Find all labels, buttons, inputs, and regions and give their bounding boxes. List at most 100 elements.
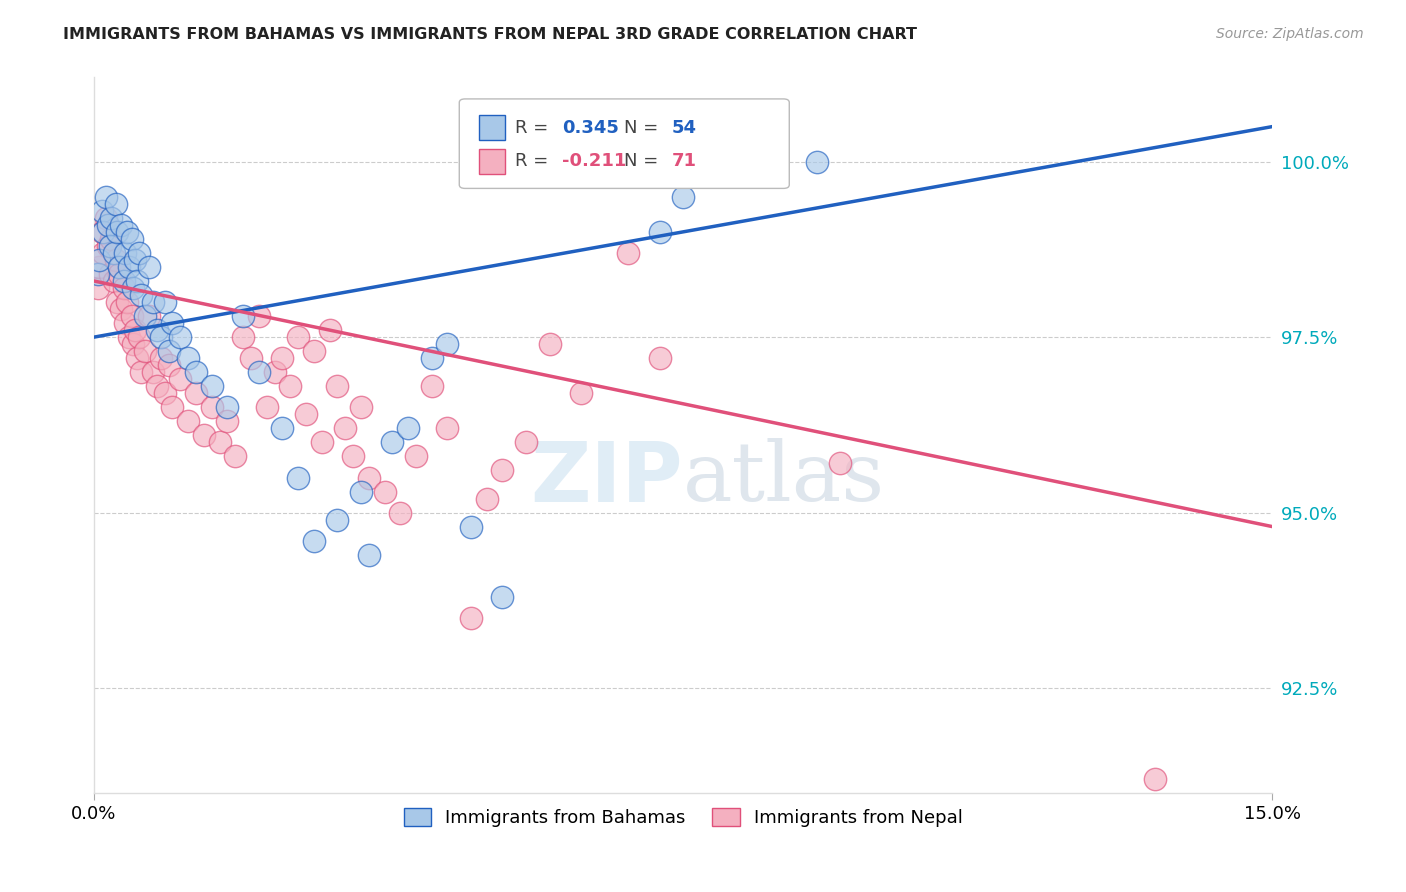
Point	[436, 337, 458, 351]
Point	[157, 344, 180, 359]
Point	[357, 548, 380, 562]
Point	[112, 281, 135, 295]
Point	[335, 421, 357, 435]
Point	[149, 351, 172, 366]
Point	[169, 330, 191, 344]
Point	[122, 337, 145, 351]
Point	[256, 401, 278, 415]
Point	[118, 330, 141, 344]
Point	[247, 365, 270, 379]
Point	[98, 239, 121, 253]
Point	[108, 267, 131, 281]
Point	[104, 252, 127, 267]
Point	[475, 491, 498, 506]
Point	[193, 428, 215, 442]
Point	[271, 421, 294, 435]
Point	[806, 154, 828, 169]
Point	[121, 232, 143, 246]
Point	[271, 351, 294, 366]
Point	[122, 281, 145, 295]
Point	[100, 211, 122, 225]
Point	[460, 611, 482, 625]
Legend: Immigrants from Bahamas, Immigrants from Nepal: Immigrants from Bahamas, Immigrants from…	[396, 801, 970, 834]
Point	[350, 401, 373, 415]
Point	[118, 260, 141, 274]
Point	[97, 218, 120, 232]
Point	[129, 288, 152, 302]
Point	[127, 351, 149, 366]
Point	[177, 351, 200, 366]
Point	[169, 372, 191, 386]
Point	[342, 450, 364, 464]
Point	[90, 225, 112, 239]
Point	[538, 337, 561, 351]
Point	[381, 435, 404, 450]
Point	[208, 435, 231, 450]
Point	[138, 309, 160, 323]
Point	[107, 225, 129, 239]
Point	[103, 246, 125, 260]
Point	[110, 301, 132, 316]
Text: 54: 54	[672, 119, 696, 136]
Point	[90, 203, 112, 218]
Point	[104, 196, 127, 211]
Point	[146, 323, 169, 337]
Point	[129, 365, 152, 379]
Point	[232, 309, 254, 323]
Point	[263, 365, 285, 379]
Point	[648, 225, 671, 239]
Point	[177, 414, 200, 428]
Point	[672, 190, 695, 204]
Point	[153, 386, 176, 401]
Point	[128, 330, 150, 344]
Point	[420, 351, 443, 366]
Point	[201, 401, 224, 415]
Point	[311, 435, 333, 450]
Point	[124, 252, 146, 267]
Point	[97, 239, 120, 253]
FancyBboxPatch shape	[460, 99, 789, 188]
Point	[326, 513, 349, 527]
Point	[420, 379, 443, 393]
Point	[107, 295, 129, 310]
Text: atlas: atlas	[683, 438, 886, 518]
Point	[94, 211, 117, 225]
Point	[1143, 772, 1166, 787]
Point	[114, 246, 136, 260]
Point	[93, 225, 115, 239]
Point	[149, 330, 172, 344]
Point	[162, 316, 184, 330]
Point	[142, 365, 165, 379]
Text: ZIP: ZIP	[530, 438, 683, 519]
Point	[287, 470, 309, 484]
Point	[115, 225, 138, 239]
Point	[100, 232, 122, 246]
Point	[94, 190, 117, 204]
Point	[569, 386, 592, 401]
Text: IMMIGRANTS FROM BAHAMAS VS IMMIGRANTS FROM NEPAL 3RD GRADE CORRELATION CHART: IMMIGRANTS FROM BAHAMAS VS IMMIGRANTS FR…	[63, 27, 917, 42]
Point	[128, 246, 150, 260]
Point	[217, 401, 239, 415]
Point	[491, 590, 513, 604]
Point	[295, 408, 318, 422]
Point	[108, 260, 131, 274]
Point	[217, 414, 239, 428]
Point	[396, 421, 419, 435]
Point	[287, 330, 309, 344]
Point	[87, 267, 110, 281]
Point	[515, 435, 537, 450]
Point	[115, 295, 138, 310]
Point	[127, 274, 149, 288]
Point	[138, 260, 160, 274]
Point	[114, 316, 136, 330]
Point	[134, 309, 156, 323]
Point	[232, 330, 254, 344]
Point	[201, 379, 224, 393]
Point	[436, 421, 458, 435]
Point	[184, 386, 207, 401]
Text: 71: 71	[672, 153, 696, 170]
Point	[103, 274, 125, 288]
Point	[162, 401, 184, 415]
Point	[87, 281, 110, 295]
Point	[89, 260, 111, 274]
